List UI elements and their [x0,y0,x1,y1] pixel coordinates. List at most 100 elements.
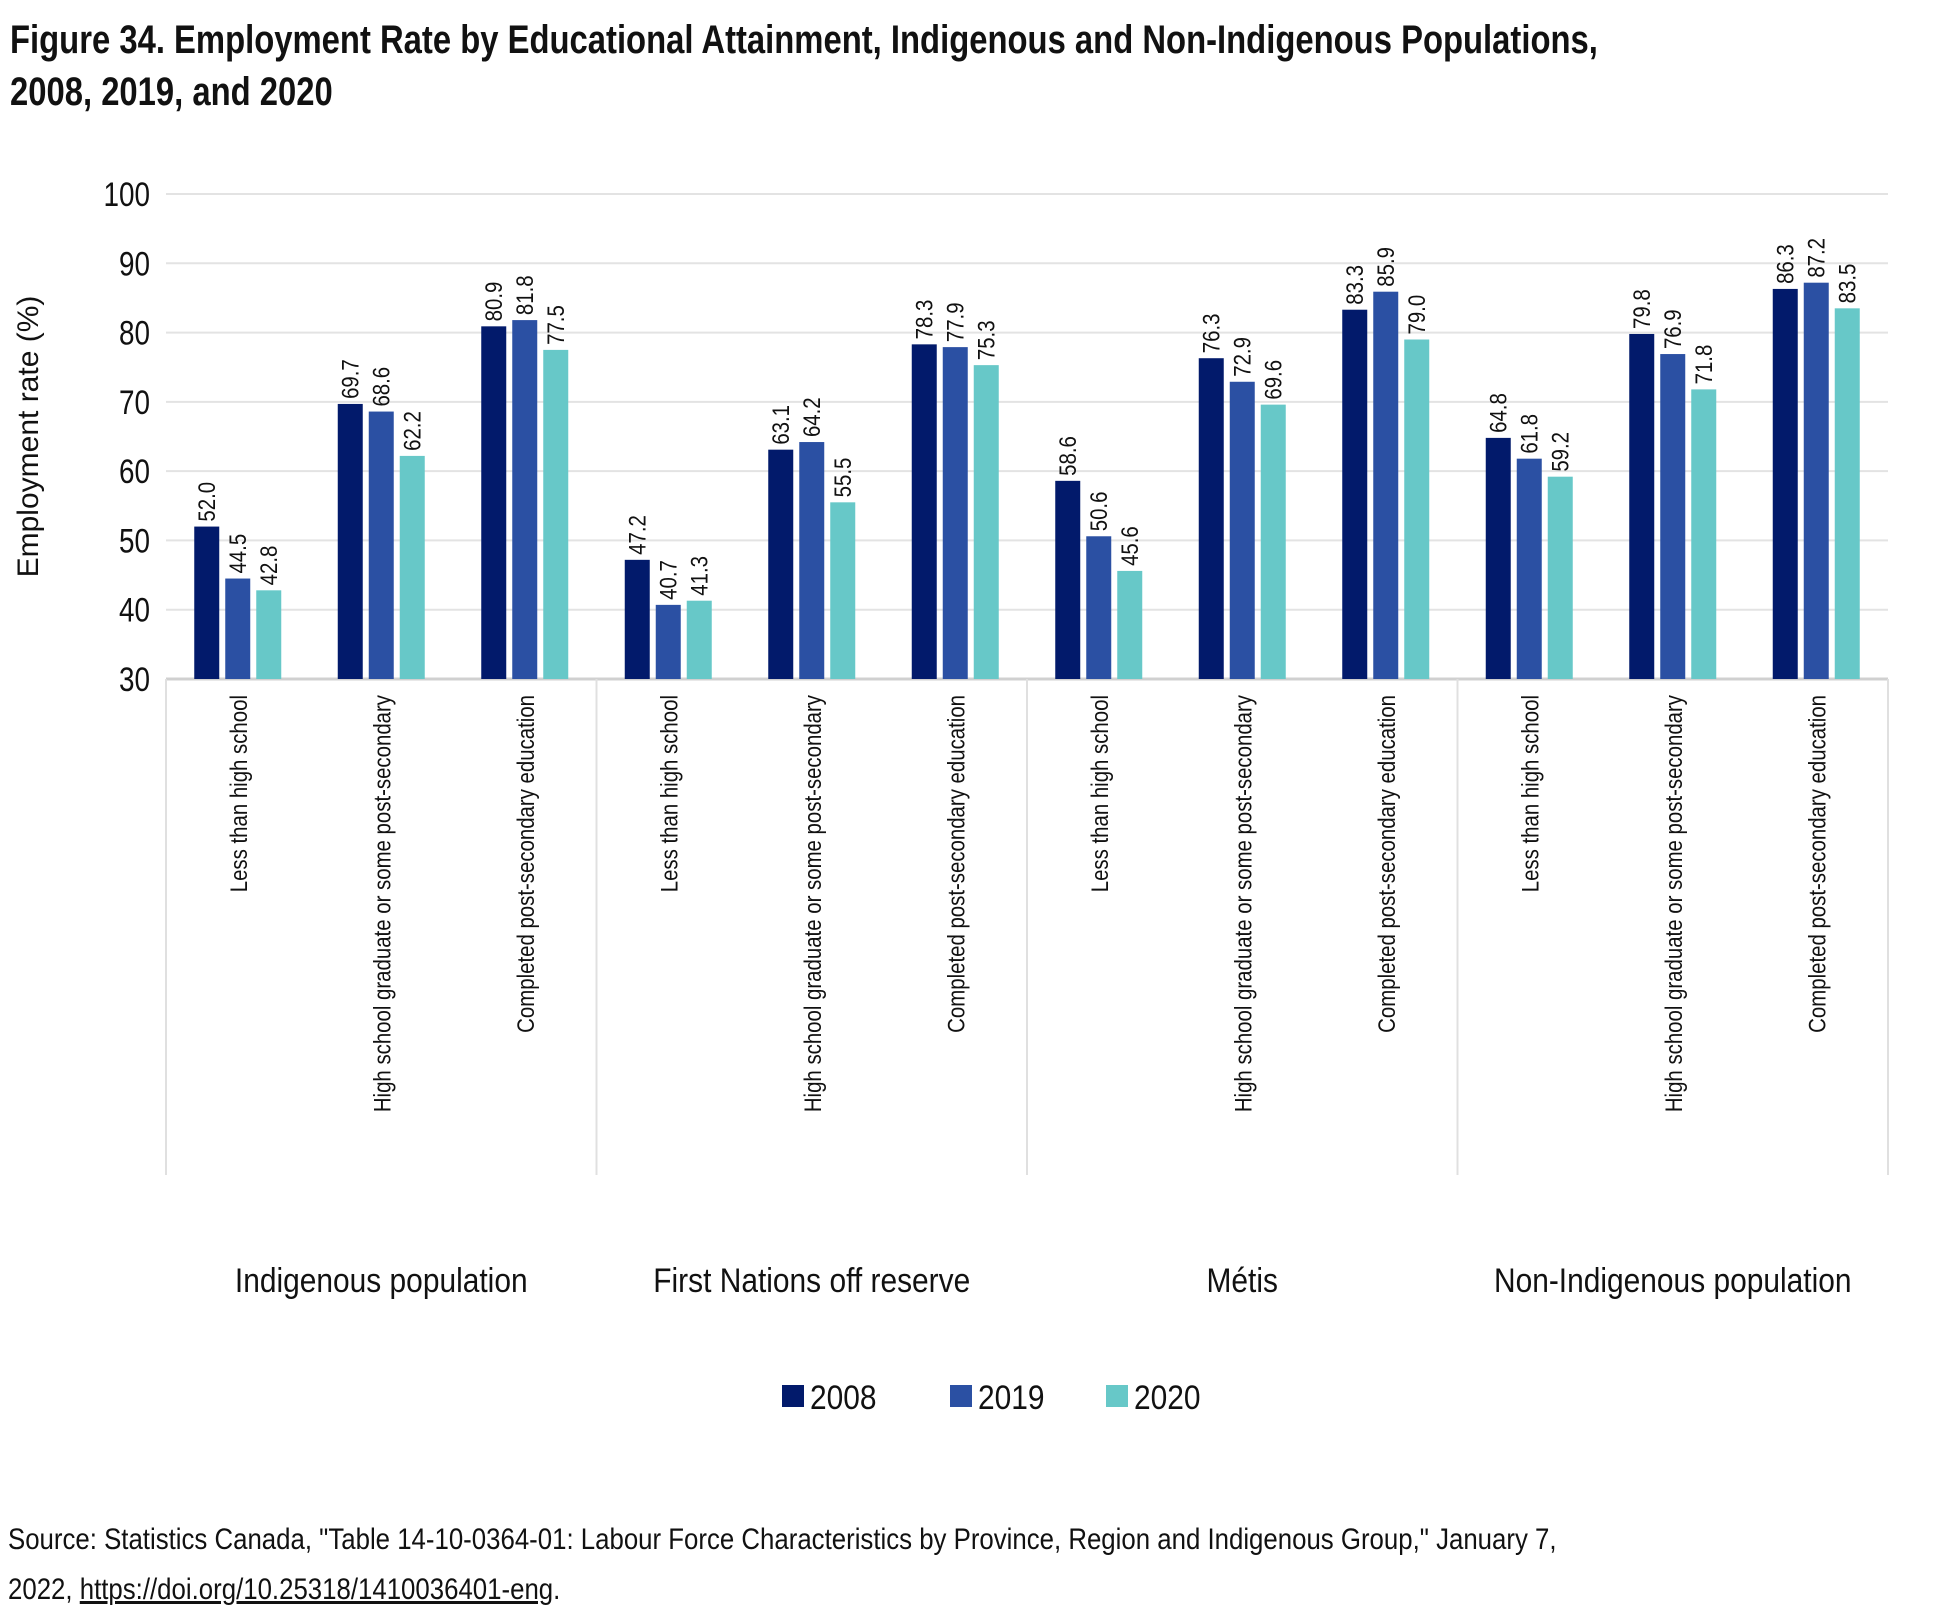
bar-2020 [399,455,425,679]
data-label: 62.2 [399,411,426,451]
bar-2008 [337,403,363,679]
data-label: 77.9 [942,302,969,342]
data-label: 80.9 [480,282,507,322]
bar-2008 [1198,358,1224,679]
figure-title: Figure 34. Employment Rate by Educationa… [10,14,1598,118]
bar-2019 [655,604,681,679]
category-label: Less than high school [1517,695,1544,892]
bar-2008 [768,449,794,679]
category-label: High school graduate or some post-second… [1660,694,1687,1112]
bar-2008 [481,326,507,679]
y-tick-label: 30 [119,660,150,698]
data-label: 79.8 [1628,289,1655,329]
source-line-1: Source: Statistics Canada, "Table 14-10-… [8,1523,1557,1556]
bar-2020 [1404,339,1430,679]
data-label: 78.3 [911,300,938,340]
data-label: 50.6 [1085,492,1112,532]
group-label: Non-Indigenous population [1494,1261,1852,1299]
y-tick-label: 60 [119,453,150,491]
category-label: Completed post-secondary education [1373,695,1400,1033]
data-label: 59.2 [1547,432,1574,472]
bar-2019 [512,320,538,679]
category-label: Less than high school [1086,695,1113,892]
data-label: 83.3 [1341,265,1368,305]
category-label: Completed post-secondary education [512,695,539,1033]
bar-2008 [911,344,937,679]
data-label: 64.2 [798,397,825,437]
bar-2019 [799,442,825,679]
y-tick-label: 70 [119,383,150,421]
data-label: 41.3 [686,556,713,596]
group-label: Métis [1207,1261,1278,1299]
bar-2019 [1660,354,1686,679]
category-label: Less than high school [656,695,683,892]
category-label: High school graduate or some post-second… [799,694,826,1112]
bar-2019 [1803,282,1829,679]
y-tick-label: 80 [119,314,150,352]
data-label: 63.1 [767,405,794,445]
legend-swatch-2008 [782,1385,804,1407]
legend-swatch-2019 [950,1385,972,1407]
bar-2020 [973,365,999,679]
bar-2019 [1516,458,1542,679]
category-label: High school graduate or some post-second… [1230,694,1257,1112]
bar-2020 [830,502,856,679]
data-label: 77.5 [542,305,569,345]
data-label: 40.7 [655,560,682,600]
bar-2019 [368,411,394,679]
bar-2019 [1229,381,1255,679]
bar-2008 [1629,333,1655,679]
data-label: 85.9 [1372,247,1399,287]
data-label: 68.6 [368,367,395,407]
data-label: 52.0 [193,482,220,522]
legend-label: 2020 [1134,1378,1201,1416]
data-label: 72.9 [1229,337,1256,377]
y-axis-title: Employment rate (%) [12,296,45,578]
bar-2020 [1834,308,1860,679]
bar-chart: 30 40 50 60 70 80 90 100 Employment rate (%) Indi… [12,175,1889,1416]
data-label: 79.0 [1403,295,1430,335]
data-label: 81.8 [511,275,538,315]
bar-2020 [1547,476,1573,679]
title-line-1: Figure 34. Employment Rate by Educationa… [10,18,1598,62]
bar-2020 [543,349,569,679]
y-tick-label: 40 [119,591,150,629]
data-label: 44.5 [224,534,251,574]
bar-2008 [1772,288,1798,679]
source-doi-link[interactable]: https://doi.org/10.25318/1410036401-eng [79,1573,554,1606]
data-label: 71.8 [1690,345,1717,385]
data-label: 42.8 [255,546,282,586]
y-tick-label: 90 [119,245,150,283]
bar-2019 [942,347,968,679]
source-period: . [553,1573,561,1606]
data-label: 87.2 [1803,238,1830,278]
bar-2008 [194,526,220,679]
group-label: First Nations off reserve [653,1261,970,1299]
category-label: Completed post-secondary education [1804,695,1831,1033]
bar-2020 [1691,389,1717,679]
data-label: 47.2 [624,515,651,555]
bar-2008 [1485,437,1511,679]
bar-2020 [686,600,712,679]
bar-2008 [1055,480,1081,679]
data-label: 58.6 [1054,436,1081,476]
bar-2019 [1086,536,1112,679]
legend-label: 2019 [978,1378,1045,1416]
data-label: 76.9 [1659,309,1686,349]
category-label: High school graduate or some post-second… [369,694,396,1112]
bar-2008 [1342,309,1368,679]
y-tick-label: 50 [119,522,150,560]
legend-label: 2008 [810,1378,877,1416]
bar-2019 [1373,291,1399,679]
category-label: Completed post-secondary education [943,695,970,1033]
bar-2020 [256,590,282,679]
bar-2008 [624,559,650,679]
data-label: 86.3 [1772,244,1799,284]
data-label: 75.3 [973,320,1000,360]
group-label: Indigenous population [235,1261,528,1299]
category-label: Less than high school [225,695,252,892]
legend-swatch-2020 [1106,1385,1128,1407]
data-label: 45.6 [1116,526,1143,566]
source-note: Source: Statistics Canada, "Table 14-10-… [8,1515,1557,1615]
data-label: 55.5 [829,458,856,498]
